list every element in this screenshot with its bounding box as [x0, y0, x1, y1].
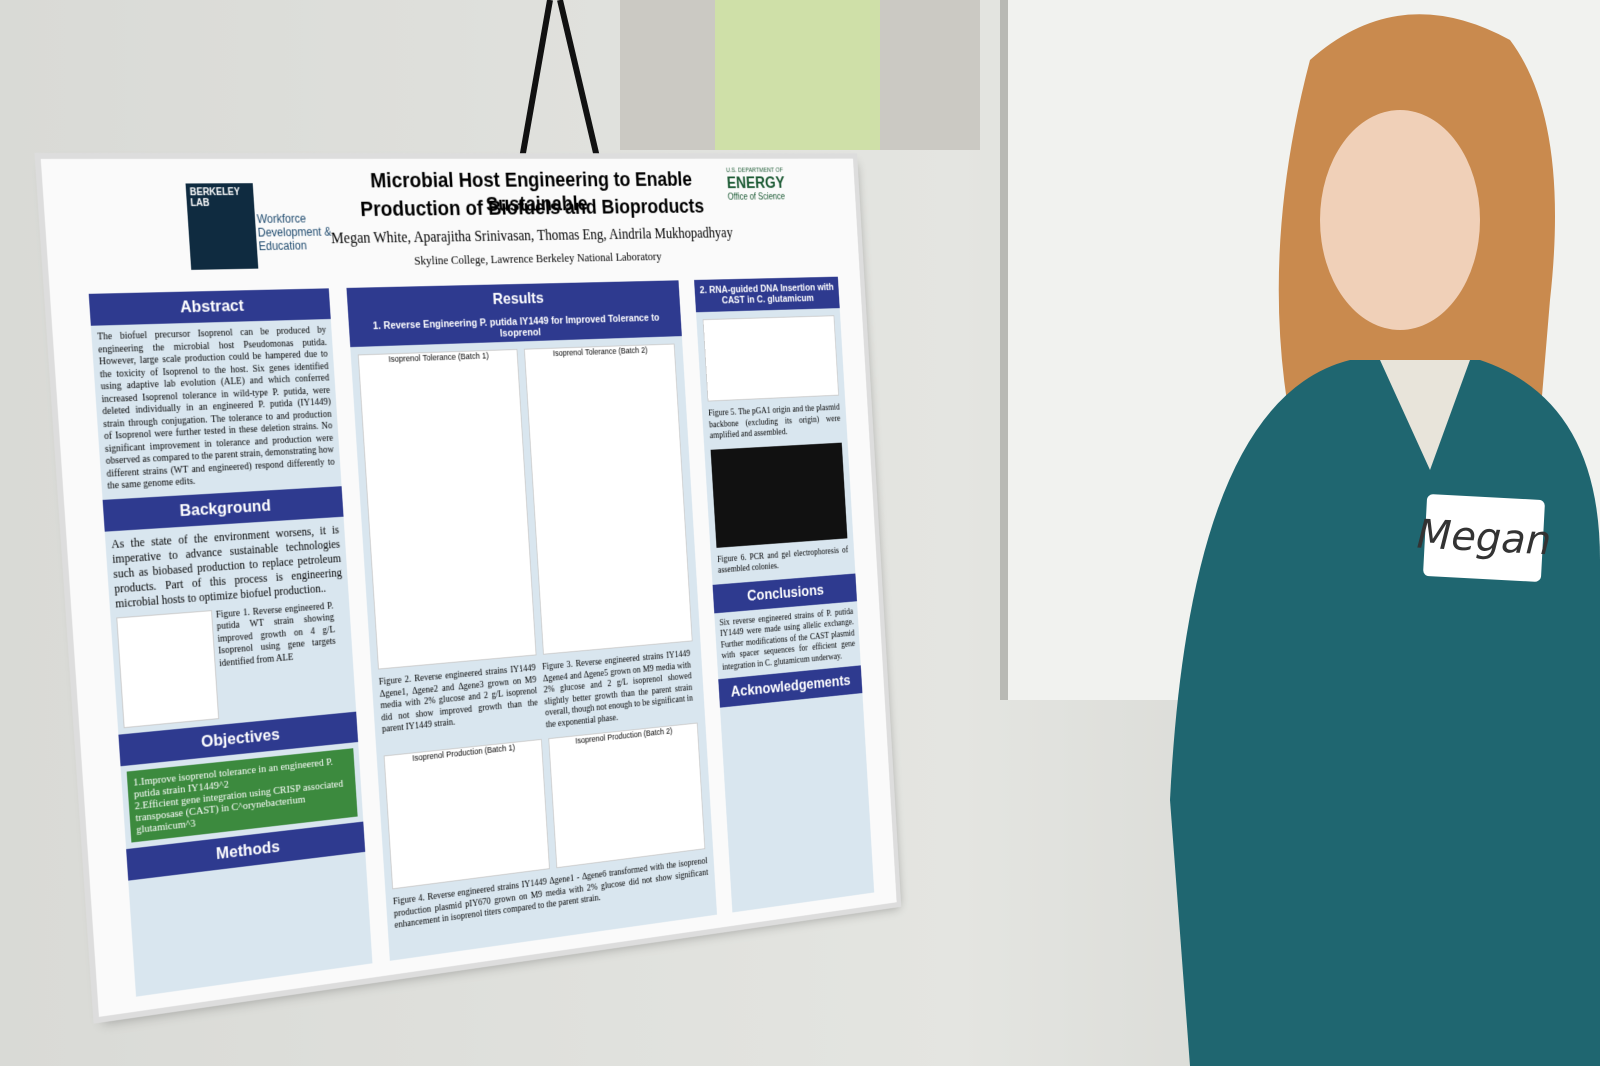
figure-1-caption: Figure 1. Reverse engineered P. putida W…	[215, 600, 336, 669]
figure-5-caption: Figure 5. The pGA1 origin and the plasmi…	[708, 402, 841, 441]
doe-logo: U.S. DEPARTMENT OF ENERGY Office of Scie…	[726, 167, 819, 202]
abstract-text: The biofuel precursor Isoprenol can be p…	[97, 324, 336, 492]
flyer	[715, 0, 880, 150]
easel	[517, 0, 603, 171]
title-line-2: Production of Biofuels and Bioproducts	[359, 194, 705, 221]
doe-energy: ENERGY	[726, 173, 786, 192]
doe-office: Office of Science	[727, 192, 786, 203]
plot-batch-1: Isoprenol Tolerance (Batch 1)	[357, 348, 537, 670]
gel-image	[710, 442, 848, 548]
lab-logo: BERKELEY LAB	[185, 183, 259, 270]
name-tag: Megan	[1416, 493, 1552, 583]
plot-batch-2: Isoprenol Tolerance (Batch 2)	[523, 343, 693, 655]
cast-heading: 2. RNA-guided DNA Insertion with CAST in…	[694, 276, 840, 313]
affiliation: Skyline College, Lawrence Berkeley Natio…	[413, 249, 662, 268]
figure-6-caption: Figure 6. PCR and gel electrophoresis of…	[716, 544, 849, 576]
authors: Megan White, Aparajitha Srinivasan, Thom…	[330, 225, 734, 248]
plasmid-maps	[702, 315, 839, 402]
bar-batch-2: Isoprenol Production (Batch 2)	[548, 722, 706, 869]
left-panel: Abstract The biofuel precursor Isoprenol…	[88, 288, 373, 997]
middle-panel: Results 1. Reverse Engineering P. putida…	[346, 280, 718, 961]
poster: BERKELEY LAB Workforce Development & Edu…	[40, 158, 897, 1017]
bar-batch-1: Isoprenol Production (Batch 1)	[383, 738, 550, 890]
right-panel: 2. RNA-guided DNA Insertion with CAST in…	[694, 276, 875, 913]
figure-1-plot	[116, 609, 220, 728]
